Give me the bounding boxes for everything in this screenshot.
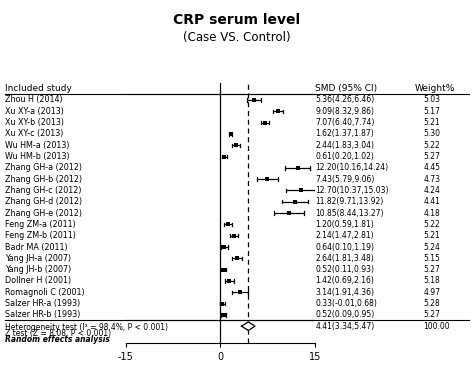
Text: 0.64(0.10,1.19): 0.64(0.10,1.19) (315, 242, 374, 252)
Text: Z test (Z = 8.08, P < 0.001): Z test (Z = 8.08, P < 0.001) (5, 329, 111, 338)
Text: Xu XY-c (2013): Xu XY-c (2013) (5, 130, 63, 138)
Text: Yang JH-b (2007): Yang JH-b (2007) (5, 265, 71, 274)
Text: 4.18: 4.18 (423, 208, 440, 218)
Text: 4.41(3.34,5.47): 4.41(3.34,5.47) (315, 322, 374, 331)
Text: 12.20(10.16,14.24): 12.20(10.16,14.24) (315, 163, 388, 172)
Text: Xu XY-b (2013): Xu XY-b (2013) (5, 118, 64, 127)
Text: 100.00: 100.00 (423, 322, 450, 331)
Text: SMD (95% CI): SMD (95% CI) (315, 84, 377, 93)
Text: Zhang GH-b (2012): Zhang GH-b (2012) (5, 175, 82, 184)
Text: 3.14(1.91,4.36): 3.14(1.91,4.36) (315, 288, 374, 297)
Text: 5.03: 5.03 (423, 96, 440, 104)
Text: 0.52(0.09,0.95): 0.52(0.09,0.95) (315, 310, 374, 320)
Text: Feng ZM-a (2011): Feng ZM-a (2011) (5, 220, 75, 229)
Text: Yang JH-a (2007): Yang JH-a (2007) (5, 254, 71, 263)
Text: Zhang GH-c (2012): Zhang GH-c (2012) (5, 186, 81, 195)
Text: 11.82(9.71,13.92): 11.82(9.71,13.92) (315, 197, 383, 206)
Text: 5.28: 5.28 (423, 299, 440, 308)
Text: Salzer HR-a (1993): Salzer HR-a (1993) (5, 299, 80, 308)
Text: 7.43(5.79,9.06): 7.43(5.79,9.06) (315, 175, 374, 184)
Text: Xu XY-a (2013): Xu XY-a (2013) (5, 107, 64, 116)
Text: Zhou H (2014): Zhou H (2014) (5, 96, 63, 104)
Text: 10.85(8.44,13.27): 10.85(8.44,13.27) (315, 208, 384, 218)
Text: (Case VS. Control): (Case VS. Control) (183, 31, 291, 44)
Text: Wu HM-a (2013): Wu HM-a (2013) (5, 141, 69, 150)
Text: 5.30: 5.30 (423, 130, 440, 138)
Text: 5.22: 5.22 (423, 220, 440, 229)
Text: Zhang GH-a (2012): Zhang GH-a (2012) (5, 163, 82, 172)
Text: 0.33(-0.01,0.68): 0.33(-0.01,0.68) (315, 299, 377, 308)
Text: 4.45: 4.45 (423, 163, 440, 172)
Text: Included study: Included study (5, 84, 72, 93)
Text: 5.36(4.26,6.46): 5.36(4.26,6.46) (315, 96, 374, 104)
Text: 12.70(10.37,15.03): 12.70(10.37,15.03) (315, 186, 389, 195)
Text: Badr MA (2011): Badr MA (2011) (5, 242, 67, 252)
Text: 5.22: 5.22 (423, 141, 440, 150)
Text: Zhang GH-e (2012): Zhang GH-e (2012) (5, 208, 82, 218)
Text: Dollner H (2001): Dollner H (2001) (5, 276, 71, 286)
Text: Wu HM-b (2013): Wu HM-b (2013) (5, 152, 69, 161)
Text: 5.17: 5.17 (423, 107, 440, 116)
Text: 5.27: 5.27 (423, 265, 440, 274)
Text: Feng ZM-b (2011): Feng ZM-b (2011) (5, 231, 76, 240)
Text: Weight%: Weight% (415, 84, 455, 93)
Text: Random effects analysis: Random effects analysis (5, 335, 109, 344)
Text: 2.64(1.81,3.48): 2.64(1.81,3.48) (315, 254, 374, 263)
Text: 1.42(0.69,2.16): 1.42(0.69,2.16) (315, 276, 374, 286)
Text: 5.21: 5.21 (423, 231, 440, 240)
Text: 7.07(6.40,7.74): 7.07(6.40,7.74) (315, 118, 374, 127)
Text: 1.62(1.37,1.87): 1.62(1.37,1.87) (315, 130, 374, 138)
Text: 0.52(0.11,0.93): 0.52(0.11,0.93) (315, 265, 374, 274)
Text: 5.18: 5.18 (423, 276, 440, 286)
Text: 4.41: 4.41 (423, 197, 440, 206)
Text: 5.27: 5.27 (423, 152, 440, 161)
Text: 5.21: 5.21 (423, 118, 440, 127)
Text: Salzer HR-b (1993): Salzer HR-b (1993) (5, 310, 80, 320)
Text: 4.73: 4.73 (423, 175, 440, 184)
Polygon shape (242, 322, 255, 331)
Text: 2.44(1.83,3.04): 2.44(1.83,3.04) (315, 141, 374, 150)
Text: 9.09(8.32,9.86): 9.09(8.32,9.86) (315, 107, 374, 116)
Text: CRP serum level: CRP serum level (173, 13, 301, 27)
Text: 0.61(0.20,1.02): 0.61(0.20,1.02) (315, 152, 374, 161)
Text: 5.27: 5.27 (423, 310, 440, 320)
Text: 5.24: 5.24 (423, 242, 440, 252)
Text: 4.24: 4.24 (423, 186, 440, 195)
Text: Romagnoli C (2001): Romagnoli C (2001) (5, 288, 84, 297)
Text: Zhang GH-d (2012): Zhang GH-d (2012) (5, 197, 82, 206)
Text: 2.14(1.47,2.81): 2.14(1.47,2.81) (315, 231, 374, 240)
Text: 1.20(0.59,1.81): 1.20(0.59,1.81) (315, 220, 374, 229)
Text: 4.97: 4.97 (423, 288, 440, 297)
Text: 5.15: 5.15 (423, 254, 440, 263)
Text: Heterogeneity test (I² = 98.4%, P < 0.001): Heterogeneity test (I² = 98.4%, P < 0.00… (5, 323, 168, 332)
